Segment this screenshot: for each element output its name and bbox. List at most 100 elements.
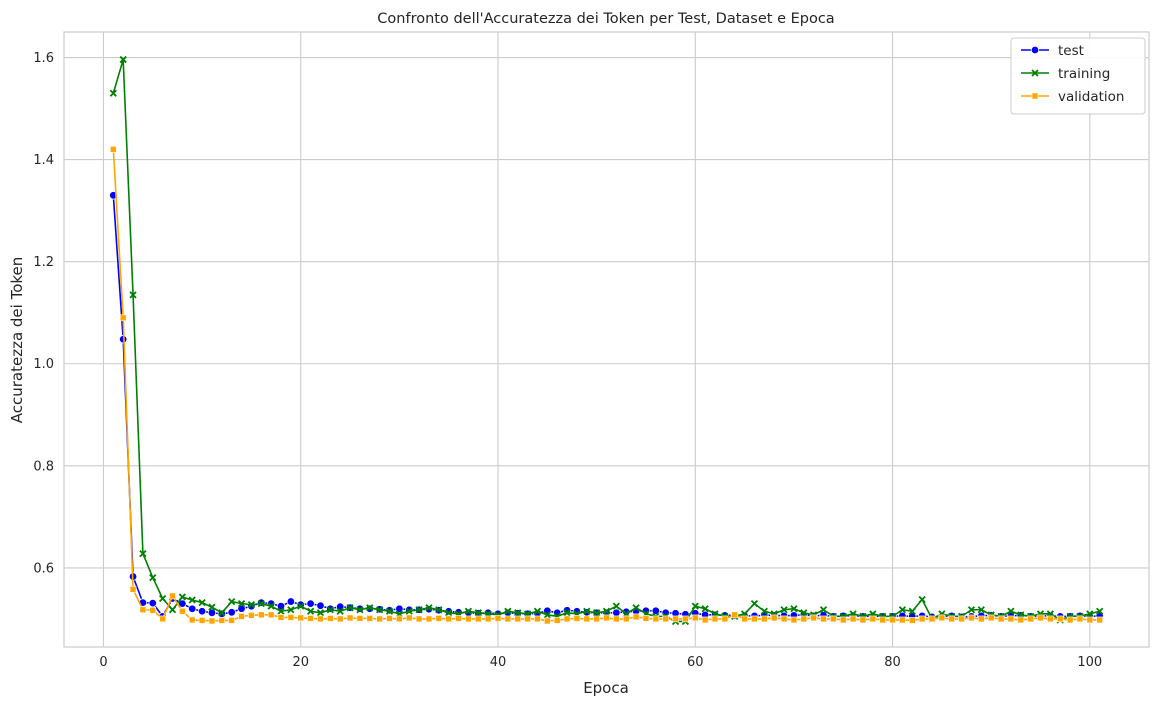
data-point-validation: [731, 611, 739, 619]
data-point-training: [1086, 610, 1094, 618]
x-tick-label: 100: [1077, 655, 1102, 670]
data-point-validation: [662, 615, 669, 623]
data-point-training: [158, 594, 167, 603]
data-point-validation: [948, 615, 956, 623]
plot-background: [64, 32, 1149, 647]
legend-marker: [1031, 69, 1039, 77]
data-point-training: [800, 609, 808, 617]
data-point-validation: [465, 615, 472, 623]
data-point-validation: [238, 613, 245, 620]
data-point-training: [119, 55, 127, 64]
x-axis-label: Epoca: [583, 679, 629, 697]
data-point-validation: [899, 616, 906, 624]
data-point-training: [464, 607, 473, 615]
data-point-training: [592, 609, 601, 617]
data-point-training: [129, 291, 137, 299]
data-point-training: [691, 602, 699, 610]
data-point-training: [415, 606, 423, 614]
data-point-training: [267, 602, 275, 610]
y-axis-label: Accuratezza dei Token: [8, 257, 26, 424]
data-point-test: [207, 608, 217, 618]
legend-marker: [1031, 92, 1039, 100]
data-point-training: [375, 606, 384, 614]
data-point-validation: [761, 615, 768, 623]
legend-box: [1010, 37, 1146, 115]
data-point-validation: [149, 606, 157, 614]
data-point-validation: [514, 615, 522, 623]
data-point-training: [543, 611, 551, 619]
x-tick-label: 20: [292, 655, 309, 670]
data-point-training: [918, 595, 926, 604]
data-point-validation: [1017, 616, 1025, 624]
data-point-validation: [169, 592, 176, 600]
data-point-training: [612, 602, 621, 610]
data-point-training: [563, 609, 571, 617]
data-point-validation: [1047, 615, 1054, 623]
data-point-test: [612, 608, 621, 618]
legend-items: test training validation: [1021, 43, 1124, 105]
data-point-validation: [257, 611, 265, 619]
data-point-training: [790, 605, 798, 613]
data-point-validation: [672, 615, 679, 623]
data-point-test: [395, 604, 404, 613]
data-point-validation: [968, 614, 975, 622]
data-point-training: [306, 607, 315, 615]
data-point-training: [1007, 607, 1015, 615]
chart-title: Confronto dell'Accuratezza dei Token per…: [377, 11, 834, 27]
data-point-validation: [751, 615, 758, 623]
data-point-test: [316, 601, 325, 610]
data-point-validation: [1076, 615, 1084, 623]
data-point-training: [750, 599, 759, 608]
data-point-validation: [573, 615, 581, 622]
data-point-validation: [494, 615, 502, 622]
data-point-validation: [110, 146, 117, 153]
data-point-validation: [484, 615, 492, 623]
data-point-test: [651, 606, 661, 615]
data-point-training: [326, 606, 334, 614]
data-point-training: [356, 606, 364, 614]
data-point-test: [148, 598, 157, 608]
data-point-validation: [820, 615, 827, 623]
data-point-test: [188, 604, 197, 613]
data-point-validation: [1086, 616, 1094, 624]
legend-label: validation: [1058, 89, 1124, 105]
data-point-training: [908, 607, 916, 615]
data-point-validation: [129, 586, 137, 593]
y-tick-label: 1.0: [33, 357, 54, 372]
data-point-test: [286, 597, 296, 606]
data-point-validation: [544, 617, 551, 625]
data-point-validation: [415, 615, 423, 623]
data-point-validation: [139, 606, 147, 614]
data-point-test: [306, 599, 315, 608]
data-point-validation: [198, 617, 206, 624]
data-point-validation: [918, 615, 926, 623]
x-tick-label: 60: [687, 655, 704, 670]
data-point-validation: [366, 615, 374, 622]
data-point-validation: [1007, 615, 1015, 623]
data-point-validation: [228, 617, 235, 624]
data-point-training: [504, 607, 512, 615]
data-point-validation: [1027, 615, 1034, 623]
data-point-training: [780, 606, 788, 614]
data-point-test: [237, 604, 246, 613]
data-point-training: [760, 607, 768, 615]
data-point-training: [425, 604, 433, 612]
data-point-validation: [1096, 616, 1103, 624]
data-point-validation: [958, 615, 965, 623]
data-point-training: [533, 607, 542, 615]
data-point-validation: [563, 615, 571, 623]
data-point-validation: [445, 615, 452, 623]
data-point-training: [316, 609, 325, 617]
data-point-validation: [869, 615, 877, 623]
data-point-validation: [632, 613, 640, 621]
data-point-validation: [593, 615, 600, 623]
data-point-test: [276, 601, 286, 611]
data-point-validation: [179, 607, 186, 615]
data-point-training: [632, 604, 640, 612]
data-point-validation: [356, 615, 364, 622]
data-point-validation: [622, 615, 630, 623]
data-point-validation: [455, 615, 462, 622]
data-point-training: [188, 596, 196, 604]
y-tick-label: 1.6: [33, 51, 54, 66]
